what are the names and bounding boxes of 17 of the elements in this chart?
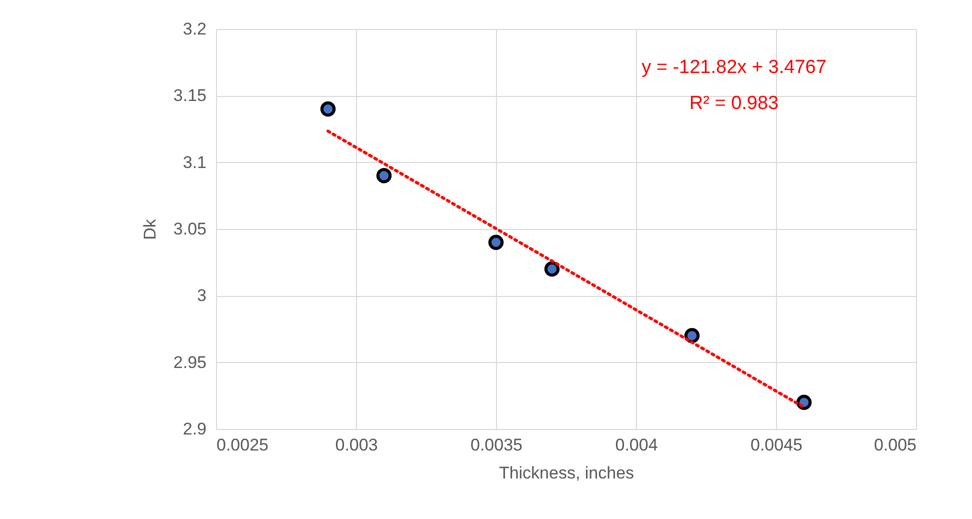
- y-axis-title: Dk: [140, 218, 160, 240]
- x-tick-label: 0.0035: [470, 436, 522, 454]
- x-tick-label: 0.0045: [750, 436, 802, 454]
- x-axis-title: Thickness, inches: [498, 464, 634, 482]
- x-tick-label: 0.003: [335, 436, 378, 454]
- annotation: R² = 0.983: [689, 93, 779, 114]
- x-tick-label: 0.005: [874, 436, 916, 454]
- y-tick-label: 3.05: [173, 220, 206, 238]
- y-tick-label: 3: [197, 286, 206, 306]
- y-tick-label: 3.1: [182, 152, 206, 172]
- y-tick-label: 3.2: [182, 20, 206, 38]
- y-tick-label: 3.15: [173, 86, 206, 106]
- annotation: y = -121.82x + 3.4767: [642, 57, 826, 78]
- y-tick-label: 2.95: [173, 352, 206, 372]
- x-tick-label: 0.0025: [216, 436, 268, 454]
- y-tick-label: 2.9: [182, 420, 206, 438]
- x-tick-label: 0.004: [615, 436, 658, 454]
